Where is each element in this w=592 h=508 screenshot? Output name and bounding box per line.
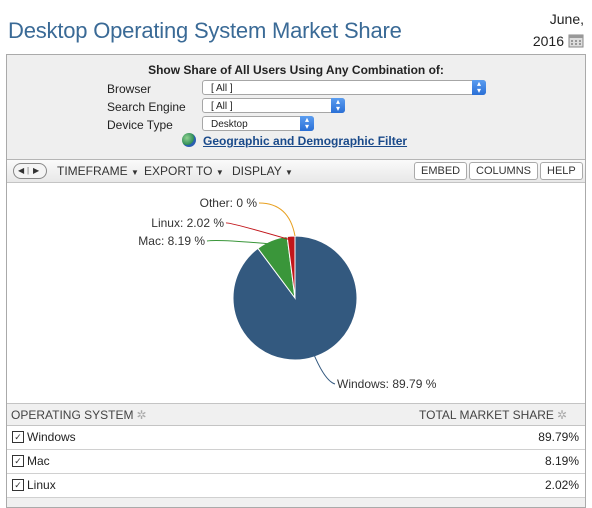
- slice-label-windows: Windows: 89.79 %: [337, 377, 437, 391]
- dropdown-caret-icon: ▼: [215, 168, 224, 177]
- date-year: 2016: [532, 33, 564, 49]
- slice-label-other: Other: 0 %: [200, 196, 258, 210]
- report-panel: Show Share of All Users Using Any Combin…: [6, 54, 586, 508]
- left-arrow-icon[interactable]: ◀: [18, 166, 25, 175]
- leader-line-linux: [225, 222, 292, 241]
- checkbox[interactable]: ✓: [12, 479, 24, 491]
- columns-button[interactable]: COLUMNS: [469, 162, 539, 180]
- filter-section: Show Share of All Users Using Any Combin…: [7, 55, 585, 160]
- os-share: 2.02%: [544, 478, 579, 492]
- browser-label: Browser: [107, 82, 152, 96]
- gear-icon[interactable]: ✲: [556, 408, 567, 422]
- date-month: June,: [549, 11, 584, 27]
- gear-icon[interactable]: ✲: [136, 408, 147, 422]
- dropdown-caret-icon: ▼: [284, 168, 293, 177]
- search-engine-select[interactable]: [ All ] ▴ ▾: [202, 98, 345, 113]
- table-row[interactable]: ✓ Linux 2.02%: [7, 474, 585, 498]
- embed-button[interactable]: EMBED: [414, 162, 468, 180]
- select-arrow-icon: ▴ ▾: [300, 116, 314, 131]
- geo-filter-link[interactable]: Geographic and Demographic Filter: [182, 133, 407, 148]
- nav-arrows[interactable]: ◀ | ▶: [13, 163, 47, 179]
- os-name: Windows: [27, 430, 76, 444]
- display-menu[interactable]: DISPLAY ▼: [232, 164, 293, 178]
- table-body: ✓ Windows 89.79% ✓ Mac 8.19% ✓ Linux 2.02%: [7, 426, 585, 498]
- dropdown-caret-icon: ▼: [131, 168, 139, 177]
- slice-label-linux: Linux: 2.02 %: [151, 216, 224, 230]
- chart-area: Windows: 89.79 % Mac: 8.19 % Linux: 2.02 %…: [7, 183, 585, 404]
- os-share: 89.79%: [538, 430, 579, 444]
- leader-line-mac: [206, 239, 274, 245]
- browser-select[interactable]: [ All ] ▴ ▾: [202, 80, 486, 95]
- export-menu[interactable]: EXPORT TO ▼: [144, 164, 224, 178]
- right-arrow-icon[interactable]: ▶: [33, 166, 40, 175]
- leader-line-other: [258, 202, 296, 237]
- device-type-select[interactable]: Desktop ▴ ▾: [202, 116, 314, 131]
- os-share: 8.19%: [544, 454, 579, 468]
- timeframe-menu[interactable]: TIMEFRAME ▼: [57, 164, 139, 178]
- column-header-share[interactable]: TOTAL MARKET SHARE ✲: [419, 408, 567, 422]
- checkbox[interactable]: ✓: [12, 431, 24, 443]
- help-button[interactable]: HELP: [540, 162, 583, 180]
- slice-label-mac: Mac: 8.19 %: [138, 234, 205, 248]
- table-row[interactable]: ✓ Mac 8.19%: [7, 450, 585, 474]
- calendar-icon[interactable]: [568, 33, 584, 48]
- device-type-label: Device Type: [107, 118, 173, 132]
- select-arrow-icon: ▴ ▾: [331, 98, 345, 113]
- globe-icon: [182, 133, 196, 147]
- os-name: Linux: [27, 478, 56, 492]
- pie-chart: Windows: 89.79 % Mac: 8.19 % Linux: 2.02 %…: [138, 196, 437, 391]
- table-row[interactable]: ✓ Windows 89.79%: [7, 426, 585, 450]
- leader-line-windows: [312, 352, 336, 385]
- checkbox[interactable]: ✓: [12, 455, 24, 467]
- column-header-os[interactable]: OPERATING SYSTEM ✲: [11, 408, 147, 422]
- select-arrow-icon: ▴ ▾: [472, 80, 486, 95]
- search-engine-label: Search Engine: [107, 100, 186, 114]
- os-name: Mac: [27, 454, 50, 468]
- toolbar: ◀ | ▶ TIMEFRAME ▼ EXPORT TO ▼ DISPLAY ▼ EM…: [7, 160, 585, 183]
- table-header: OPERATING SYSTEM ✲ TOTAL MARKET SHARE ✲: [7, 404, 585, 426]
- filter-heading: Show Share of All Users Using Any Combin…: [148, 63, 444, 77]
- date-display: June, 2016: [533, 8, 584, 52]
- page-title: Desktop Operating System Market Share: [8, 18, 402, 43]
